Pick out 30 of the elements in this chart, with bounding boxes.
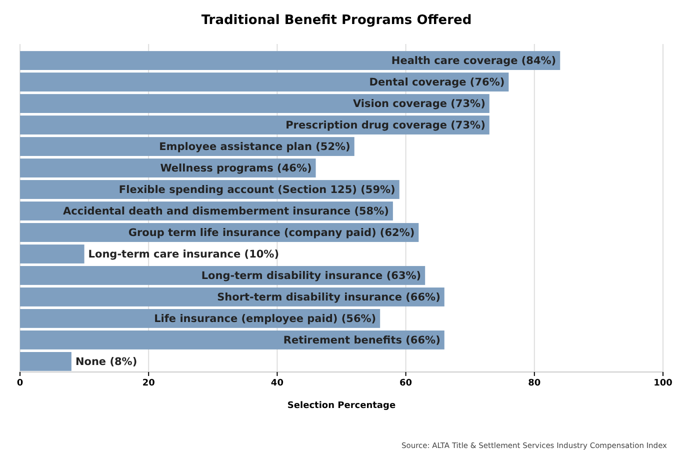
x-tick-label: 20 (142, 378, 155, 388)
x-axis-title: Selection Percentage (287, 401, 396, 411)
category-label: Life insurance (employee paid) (56%) (154, 313, 376, 326)
chart-title: Traditional Benefit Programs Offered (201, 13, 472, 28)
bar (20, 244, 84, 264)
category-label: Retirement benefits (66%) (283, 334, 440, 347)
category-label: Short-term disability insurance (66%) (217, 292, 440, 304)
bar (20, 94, 490, 113)
category-label: Vision coverage (73%) (352, 98, 486, 110)
bar (20, 51, 560, 70)
x-tick-label: 100 (654, 378, 672, 388)
category-label: Accidental death and dismemberment insurance (58%) (63, 206, 389, 218)
x-tick-label: 60 (400, 378, 412, 388)
category-label: Dental coverage (76%) (369, 76, 505, 89)
bar (20, 72, 509, 92)
category-label: Group term life insurance (company paid) (62%) (128, 227, 415, 240)
category-label: Long-term care insurance (10%) (88, 248, 280, 261)
category-label: Health care coverage (84%) (391, 55, 556, 68)
category-label: Employee assistance plan (52%) (159, 141, 350, 154)
category-label: Prescription drug coverage (73%) (286, 120, 486, 132)
category-label: Long-term disability insurance (63%) (201, 270, 422, 282)
bar (20, 116, 490, 134)
bar (20, 352, 72, 371)
category-label: Wellness programs (46%) (160, 162, 312, 175)
category-label: None (8%) (75, 356, 138, 368)
category-label: Flexible spending account (Section 125) (59%) (118, 184, 396, 196)
x-tick-label: 0 (16, 378, 24, 388)
x-tick-label: 40 (270, 378, 284, 388)
bar (20, 330, 444, 350)
x-tick-label: 80 (528, 378, 541, 388)
